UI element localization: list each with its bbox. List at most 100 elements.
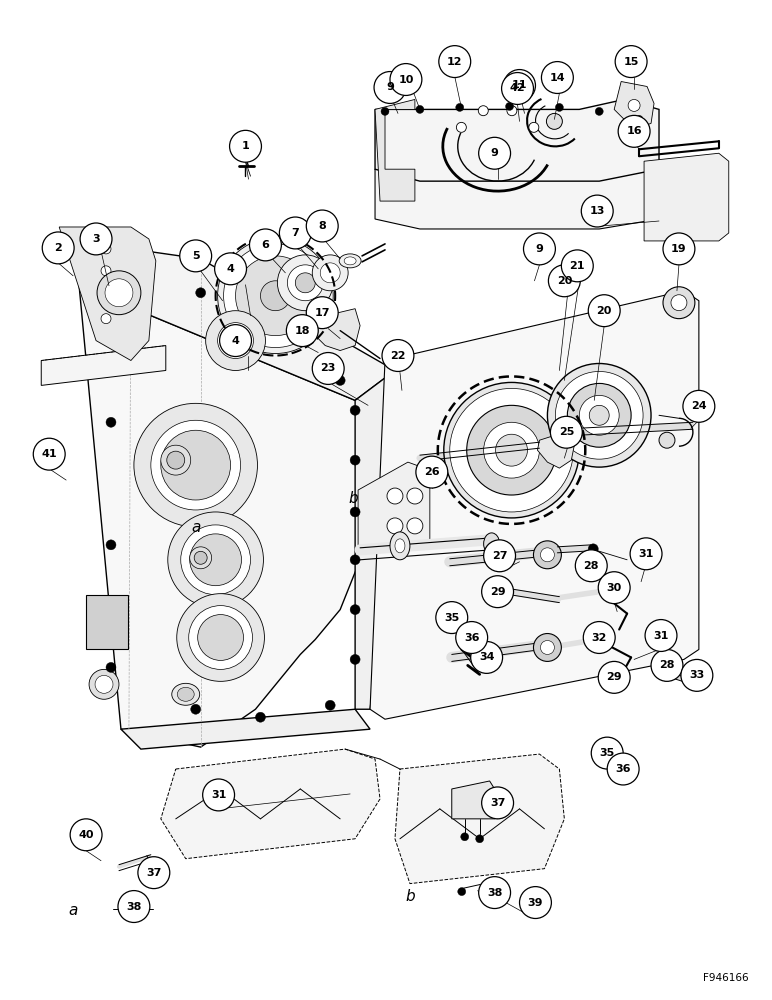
Circle shape — [287, 265, 323, 301]
Polygon shape — [79, 286, 370, 747]
Circle shape — [635, 115, 643, 123]
Text: 19: 19 — [671, 244, 687, 254]
Circle shape — [520, 887, 551, 918]
Circle shape — [407, 518, 423, 534]
Text: 24: 24 — [691, 401, 706, 411]
Circle shape — [306, 297, 338, 329]
Text: 3: 3 — [92, 234, 100, 244]
Ellipse shape — [483, 533, 499, 555]
Text: a: a — [191, 520, 201, 535]
Circle shape — [350, 654, 360, 664]
Circle shape — [205, 311, 266, 370]
Text: 35: 35 — [600, 748, 615, 758]
Circle shape — [608, 753, 639, 785]
Text: 40: 40 — [78, 830, 94, 840]
Circle shape — [134, 403, 258, 527]
Polygon shape — [375, 99, 659, 181]
Circle shape — [482, 576, 513, 608]
Polygon shape — [161, 749, 380, 859]
Circle shape — [496, 434, 527, 466]
Circle shape — [118, 891, 150, 922]
Text: 42: 42 — [510, 83, 525, 93]
Circle shape — [603, 669, 623, 689]
Circle shape — [436, 602, 468, 634]
Ellipse shape — [339, 254, 361, 268]
Circle shape — [106, 662, 116, 672]
Polygon shape — [59, 227, 156, 361]
Circle shape — [181, 525, 250, 595]
Text: 31: 31 — [638, 549, 654, 559]
Circle shape — [387, 518, 403, 534]
Text: 9: 9 — [536, 244, 543, 254]
Circle shape — [461, 833, 469, 841]
Text: 26: 26 — [424, 467, 439, 477]
Circle shape — [105, 279, 133, 307]
Circle shape — [645, 620, 677, 651]
Text: 37: 37 — [490, 798, 506, 808]
Circle shape — [529, 122, 539, 132]
Polygon shape — [615, 82, 654, 129]
Circle shape — [195, 288, 205, 298]
Circle shape — [479, 137, 510, 169]
Text: 13: 13 — [590, 206, 605, 216]
Circle shape — [374, 72, 406, 103]
Circle shape — [567, 383, 631, 447]
Circle shape — [390, 64, 422, 95]
Circle shape — [106, 540, 116, 550]
Circle shape — [444, 382, 579, 518]
Circle shape — [422, 467, 442, 487]
Circle shape — [306, 210, 338, 242]
Circle shape — [683, 390, 715, 422]
Circle shape — [350, 507, 360, 517]
Text: 10: 10 — [398, 75, 414, 85]
Circle shape — [581, 195, 613, 227]
Circle shape — [33, 438, 65, 470]
Text: 33: 33 — [689, 670, 705, 680]
Circle shape — [503, 70, 536, 101]
Text: 23: 23 — [320, 363, 336, 373]
Text: 16: 16 — [626, 126, 642, 136]
Polygon shape — [313, 309, 360, 351]
Text: 9: 9 — [386, 82, 394, 92]
Text: 21: 21 — [570, 261, 585, 271]
Circle shape — [296, 273, 315, 293]
Ellipse shape — [395, 539, 405, 553]
Circle shape — [584, 622, 615, 653]
Text: 28: 28 — [659, 660, 675, 670]
Circle shape — [591, 632, 608, 647]
Polygon shape — [370, 291, 699, 719]
Circle shape — [97, 271, 141, 315]
Circle shape — [467, 405, 557, 495]
Text: 4: 4 — [232, 336, 239, 346]
Circle shape — [350, 555, 360, 565]
Text: 39: 39 — [528, 898, 543, 908]
Ellipse shape — [161, 445, 191, 475]
Circle shape — [215, 253, 246, 285]
Circle shape — [450, 388, 574, 512]
Circle shape — [190, 534, 242, 586]
Circle shape — [523, 233, 555, 265]
Circle shape — [604, 761, 610, 767]
Circle shape — [615, 46, 647, 78]
Circle shape — [416, 105, 424, 113]
Circle shape — [479, 106, 488, 116]
Polygon shape — [537, 432, 574, 468]
Circle shape — [70, 819, 102, 851]
Circle shape — [476, 835, 483, 843]
Circle shape — [80, 223, 112, 255]
Circle shape — [277, 255, 334, 311]
Circle shape — [168, 512, 263, 608]
Circle shape — [483, 540, 516, 572]
Text: 5: 5 — [192, 251, 199, 261]
Circle shape — [608, 674, 618, 684]
Circle shape — [579, 395, 619, 435]
Text: 4: 4 — [227, 264, 235, 274]
Circle shape — [550, 416, 582, 448]
Circle shape — [455, 103, 464, 111]
Circle shape — [533, 634, 561, 661]
Circle shape — [588, 295, 620, 327]
Circle shape — [489, 582, 510, 602]
Polygon shape — [355, 370, 407, 709]
Circle shape — [479, 877, 510, 909]
Circle shape — [101, 244, 111, 254]
